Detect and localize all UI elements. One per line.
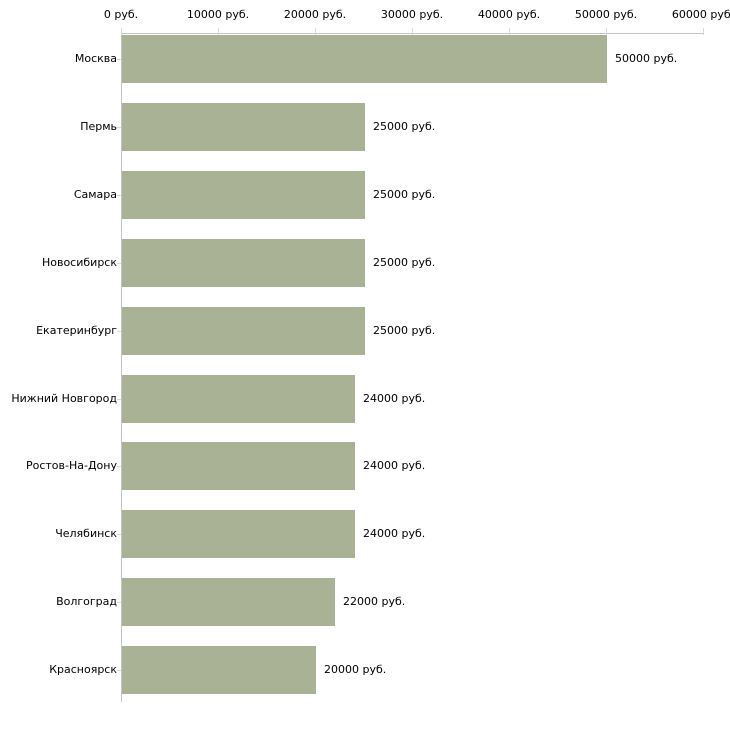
category-label: Москва (74, 52, 117, 65)
bar (122, 646, 316, 694)
x-tick-mark (703, 28, 704, 35)
category-label: Красноярск (49, 663, 117, 676)
value-label: 22000 руб. (343, 595, 406, 608)
x-tick-mark (315, 28, 316, 35)
x-tick-label: 50000 руб. (574, 8, 638, 21)
x-tick-mark (412, 28, 413, 35)
bar (122, 510, 355, 558)
value-label: 20000 руб. (324, 663, 387, 676)
y-tick-mark (117, 670, 121, 671)
y-tick-mark (117, 263, 121, 264)
y-tick-mark (117, 399, 121, 400)
category-label: Самара (73, 188, 117, 201)
x-tick-mark (509, 28, 510, 35)
y-tick-mark (117, 59, 121, 60)
y-tick-mark (117, 195, 121, 196)
y-tick-mark (117, 466, 121, 467)
x-tick-mark (606, 28, 607, 35)
plot-area: 0 руб. 10000 руб. 20000 руб. 30000 руб. 4000… (11, 8, 730, 702)
bar (122, 171, 365, 219)
category-label: Волгоград (56, 595, 117, 608)
x-tick-label: 60000 руб. (671, 8, 730, 21)
bar (122, 103, 365, 151)
x-tick-label: 30000 руб. (380, 8, 444, 21)
y-tick-mark (117, 534, 121, 535)
x-tick-label: 0 руб. (103, 8, 139, 21)
value-label: 24000 руб. (363, 392, 426, 405)
y-tick-mark (117, 331, 121, 332)
bar (122, 375, 355, 423)
x-tick-label: 20000 руб. (283, 8, 347, 21)
bar (122, 239, 365, 287)
category-label: Пермь (80, 120, 117, 133)
category-label: Ростов-На-Дону (25, 459, 117, 472)
bar (122, 35, 607, 83)
x-tick-mark (121, 28, 122, 35)
value-label: 24000 руб. (363, 527, 426, 540)
y-tick-mark (117, 127, 121, 128)
x-tick-label: 10000 руб. (186, 8, 250, 21)
value-label: 25000 руб. (373, 120, 436, 133)
bar (122, 307, 365, 355)
value-label: 25000 руб. (373, 256, 436, 269)
bar (122, 442, 355, 490)
bar (122, 578, 335, 626)
value-label: 50000 руб. (615, 52, 678, 65)
value-label: 25000 руб. (373, 188, 436, 201)
category-label: Нижний Новгород (11, 392, 117, 405)
category-label: Екатеринбург (36, 324, 117, 337)
x-tick-mark (218, 28, 219, 35)
value-label: 24000 руб. (363, 459, 426, 472)
y-tick-mark (117, 602, 121, 603)
category-label: Новосибирск (41, 256, 117, 269)
value-label: 25000 руб. (373, 324, 436, 337)
y-axis-line (121, 33, 122, 702)
category-label: Челябинск (55, 527, 117, 540)
x-tick-label: 40000 руб. (477, 8, 541, 21)
